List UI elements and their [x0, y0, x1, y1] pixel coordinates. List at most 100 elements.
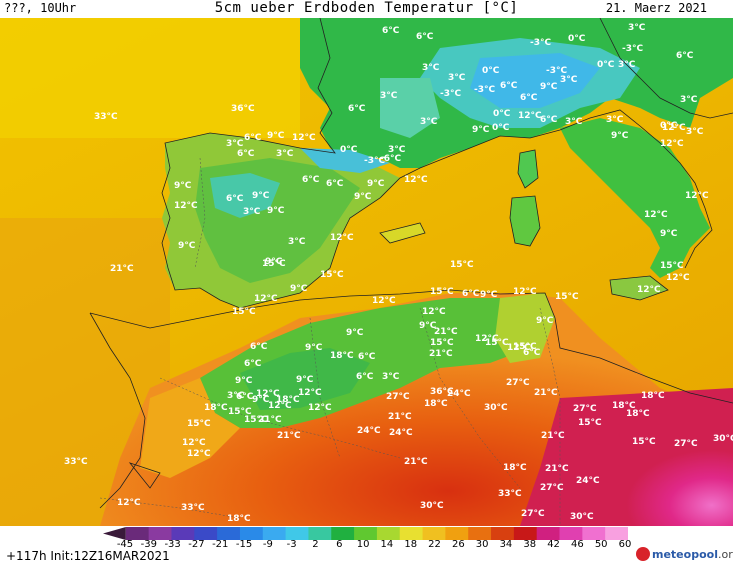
libya-hot [520, 388, 733, 526]
temperature-label: 12°C [268, 401, 292, 411]
temperature-label: 3°C [422, 63, 440, 73]
temperature-label: 6°C [416, 32, 434, 42]
temperature-label: 15°C [660, 261, 684, 271]
temperature-label: 0°C [492, 123, 510, 133]
temperature-label: 24°C [389, 428, 413, 438]
temperature-label: 3°C [420, 117, 438, 127]
temperature-map: 6°C6°C3°C3°C0°C6°C-3°C0°C-3°C3°C0°C-3°C3… [0, 18, 733, 526]
temperature-label: 3°C [448, 73, 466, 83]
temperature-label: 21°C [277, 431, 301, 441]
colorbar-segment [239, 527, 264, 540]
temperature-label: 9°C [419, 321, 437, 331]
colorbar-label: 46 [571, 539, 584, 550]
temperature-label: 33°C [94, 112, 118, 122]
temperature-label: 6°C [520, 93, 538, 103]
temperature-label: 27°C [521, 509, 545, 519]
temperature-label: 3°C [560, 75, 578, 85]
temperature-label: 15°C [228, 407, 252, 417]
temperature-label: 18°C [612, 401, 636, 411]
colorbar-label: -3 [286, 539, 297, 550]
colorbar-segment [308, 527, 332, 540]
run-label: ???, 10Uhr [4, 1, 77, 15]
temperature-label: 0°C [660, 121, 678, 131]
model-run-info: +117h Init:12Z16MAR2021 [6, 549, 170, 563]
temperature-label: 24°C [576, 476, 600, 486]
colorbar-label: -39 [140, 539, 157, 550]
alps-core [470, 53, 600, 108]
temperature-label: 18°C [276, 395, 300, 405]
colorbar-label: 18 [404, 539, 418, 550]
temperature-label: 12°C [644, 210, 668, 220]
temperature-label: 3°C [288, 237, 306, 247]
colorbar-label: 38 [523, 539, 537, 550]
temperature-label: 21°C [258, 415, 282, 425]
colorbar-segment [285, 527, 309, 540]
temperature-label: 15°C [232, 307, 256, 317]
colorbar-label: 6 [336, 539, 343, 550]
temperature-label: 9°C [472, 125, 490, 135]
temperature-label: 18°C [503, 463, 527, 473]
temperature-label: 12°C [685, 191, 709, 201]
temperature-label: 21°C [534, 388, 558, 398]
temperature-label: 15°C [430, 338, 454, 348]
temperature-label: 6°C [382, 26, 400, 36]
temperature-label: 24°C [447, 389, 471, 399]
temperature-label: 6°C [358, 352, 376, 362]
colorbar-label: -33 [164, 539, 181, 550]
temperature-label: 9°C [235, 376, 253, 386]
temperature-label: 3°C [680, 95, 698, 105]
temperature-label: 3°C [388, 145, 406, 155]
temperature-label: 9°C [267, 206, 285, 216]
temperature-label: 9°C [367, 179, 385, 189]
temperature-label: 15°C [632, 437, 656, 447]
temperature-label: 12°C [422, 307, 446, 317]
temperature-label: 30°C [570, 512, 594, 522]
temperature-label: 12°C [475, 334, 499, 344]
atlas-core [240, 348, 370, 410]
temperature-label: 6°C [236, 392, 254, 402]
temperature-label: 3°C [226, 139, 244, 149]
temperature-label: 3°C [227, 391, 245, 401]
temperature-label: 36°C [430, 387, 454, 397]
temperature-label: 0°C [482, 66, 500, 76]
temperature-label: 3°C [243, 207, 261, 217]
temperature-label: 24°C [357, 426, 381, 436]
temperature-label: 9°C [265, 257, 283, 267]
temperature-label: 9°C [354, 192, 372, 202]
colorbar-segment [491, 527, 515, 540]
italy-land [560, 118, 710, 278]
temperature-label: 9°C [252, 395, 270, 405]
temperature-label: 15°C [485, 338, 509, 348]
north-atlantic [0, 18, 300, 138]
color-scale-labels: -45 -39 -33 -27 -21 -15 -9 -3 2 6 10 14 18 22 26 30 34 38… [0, 539, 733, 553]
massif-central [380, 78, 440, 138]
temperature-label: 12°C [187, 449, 211, 459]
balearics [380, 223, 425, 243]
colorbar-segment [125, 527, 150, 540]
temperature-label: 15°C [555, 292, 579, 302]
borders [99, 157, 561, 526]
temperature-label: 9°C [660, 229, 678, 239]
temperature-label: 36°C [231, 104, 255, 114]
colorbar-segment [217, 527, 241, 540]
colorbar-segment [513, 527, 538, 540]
sardinia [510, 196, 540, 246]
temperature-label: 12°C [254, 294, 278, 304]
morocco-coast [140, 378, 240, 478]
temperature-label: 15°C [262, 259, 286, 269]
color-scale-bar [103, 527, 628, 540]
colorbar-label: -21 [212, 539, 229, 550]
temperature-label: 15°C [450, 260, 474, 270]
colorbar-label: 2 [312, 539, 319, 550]
temperature-label: 21°C [541, 431, 565, 441]
temperature-label: 9°C [540, 82, 558, 92]
temperature-label: 9°C [346, 328, 364, 338]
temperature-label: 12°C [513, 287, 537, 297]
temperature-label: 3°C [565, 117, 583, 127]
temperature-label: 18°C [204, 403, 228, 413]
temperature-label: 18°C [424, 399, 448, 409]
temperature-labels: 6°C6°C3°C3°C0°C6°C-3°C0°C-3°C3°C0°C-3°C3… [64, 23, 733, 524]
temperature-label: 12°C [404, 175, 428, 185]
colorbar-label: 50 [594, 539, 608, 550]
temperature-label: 6°C [237, 149, 255, 159]
